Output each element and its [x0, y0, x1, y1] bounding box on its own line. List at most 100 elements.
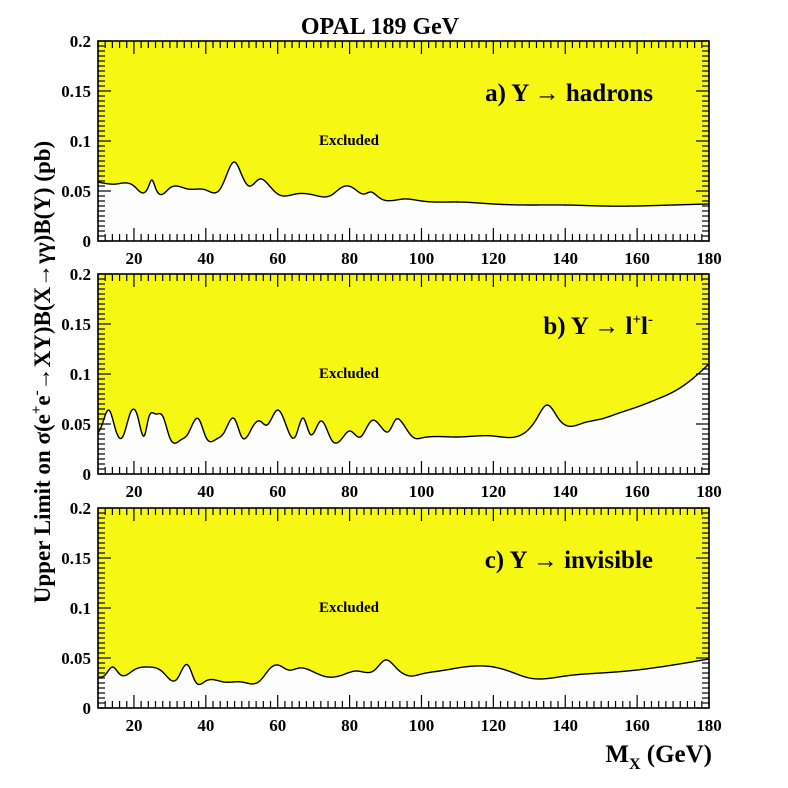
- data-point: [248, 185, 249, 186]
- data-point: [119, 673, 120, 674]
- data-point: [381, 427, 382, 428]
- data-point: [672, 204, 673, 205]
- data-point: [252, 426, 253, 427]
- excluded-label: Excluded: [319, 133, 380, 149]
- data-point: [151, 179, 152, 180]
- data-point: [374, 669, 375, 670]
- data-point: [690, 379, 691, 380]
- x-tick-label: 20: [125, 716, 142, 735]
- data-point: [342, 674, 343, 675]
- data-point: [144, 434, 145, 435]
- data-point: [115, 430, 116, 431]
- data-point: [205, 189, 206, 190]
- data-point: [220, 188, 221, 189]
- data-point: [331, 439, 332, 440]
- data-point: [457, 436, 458, 437]
- data-point: [565, 204, 566, 205]
- upper-limit-curve: [97, 658, 710, 686]
- x-tick-label: 80: [341, 249, 358, 268]
- x-tick-label: 40: [197, 249, 214, 268]
- data-point: [241, 174, 242, 175]
- data-point: [320, 420, 321, 421]
- data-point: [672, 391, 673, 392]
- data-point: [123, 435, 124, 436]
- y-tick-label: 0.05: [61, 649, 91, 668]
- data-point: [475, 665, 476, 666]
- data-point: [439, 670, 440, 671]
- data-point: [266, 424, 267, 425]
- y-tick-label: 0.05: [61, 415, 91, 434]
- x-tick-label: 160: [624, 716, 650, 735]
- data-point: [403, 198, 404, 199]
- data-point: [619, 412, 620, 413]
- x-tick-label: 40: [197, 716, 214, 735]
- x-tick-label: 180: [696, 482, 722, 501]
- y-tick-label: 0.2: [70, 499, 91, 518]
- data-point: [137, 415, 138, 416]
- data-point: [601, 205, 602, 206]
- data-point: [313, 194, 314, 195]
- data-point: [371, 191, 372, 192]
- data-point: [529, 204, 530, 205]
- x-tick-label: 160: [624, 249, 650, 268]
- data-point: [277, 193, 278, 194]
- x-tick-label: 20: [125, 249, 142, 268]
- data-point: [223, 681, 224, 682]
- data-point: [205, 680, 206, 681]
- data-point: [378, 196, 379, 197]
- x-tick-label: 100: [409, 482, 435, 501]
- x-tick-label: 140: [552, 716, 578, 735]
- data-point: [557, 417, 558, 418]
- data-point: [327, 676, 328, 677]
- data-point: [421, 437, 422, 438]
- chart-title: OPAL 189 GeV: [301, 14, 460, 40]
- data-point: [216, 438, 217, 439]
- y-tick-label: 0.15: [61, 315, 91, 334]
- data-point: [259, 178, 260, 179]
- data-point: [342, 186, 343, 187]
- data-point: [565, 424, 566, 425]
- data-point: [169, 437, 170, 438]
- y-axis-label: Upper Limit on σ(e+e-→XY)B(X→γγ)B(Y) (pb…: [29, 141, 55, 603]
- data-point: [259, 680, 260, 681]
- data-point: [406, 429, 407, 430]
- y-tick-label: 0: [83, 465, 92, 484]
- x-tick-label: 140: [552, 249, 578, 268]
- data-point: [547, 404, 548, 405]
- data-point: [187, 433, 188, 434]
- y-tick-label: 0: [83, 699, 92, 718]
- data-point: [389, 430, 390, 431]
- data-point: [162, 671, 163, 672]
- x-tick-label: 60: [269, 716, 286, 735]
- upper-limit-curve: [97, 363, 710, 444]
- data-point: [396, 418, 397, 419]
- x-tick-label: 120: [481, 249, 507, 268]
- excluded-label: Excluded: [319, 600, 380, 616]
- x-tick-label: 180: [696, 716, 722, 735]
- data-point: [284, 421, 285, 422]
- data-point: [493, 435, 494, 436]
- data-point: [223, 432, 224, 433]
- x-tick-label: 120: [481, 482, 507, 501]
- data-point: [234, 418, 235, 419]
- data-point: [162, 415, 163, 416]
- data-point: [493, 203, 494, 204]
- panel-title: a) Y → hadrons: [485, 80, 653, 107]
- x-tick-label: 80: [341, 482, 358, 501]
- data-point: [169, 187, 170, 188]
- data-point: [349, 430, 350, 431]
- data-point: [187, 188, 188, 189]
- y-tick-label: 0.1: [70, 365, 91, 384]
- data-point: [536, 418, 537, 419]
- data-point: [270, 667, 271, 668]
- data-point: [309, 433, 310, 434]
- x-tick-label: 100: [409, 716, 435, 735]
- panel-title: c) Y → invisible: [485, 547, 653, 574]
- allowed-region: [98, 659, 709, 708]
- data-point: [583, 422, 584, 423]
- data-point: [155, 413, 156, 414]
- data-point: [205, 436, 206, 437]
- x-tick-label: 60: [269, 482, 286, 501]
- data-point: [601, 418, 602, 419]
